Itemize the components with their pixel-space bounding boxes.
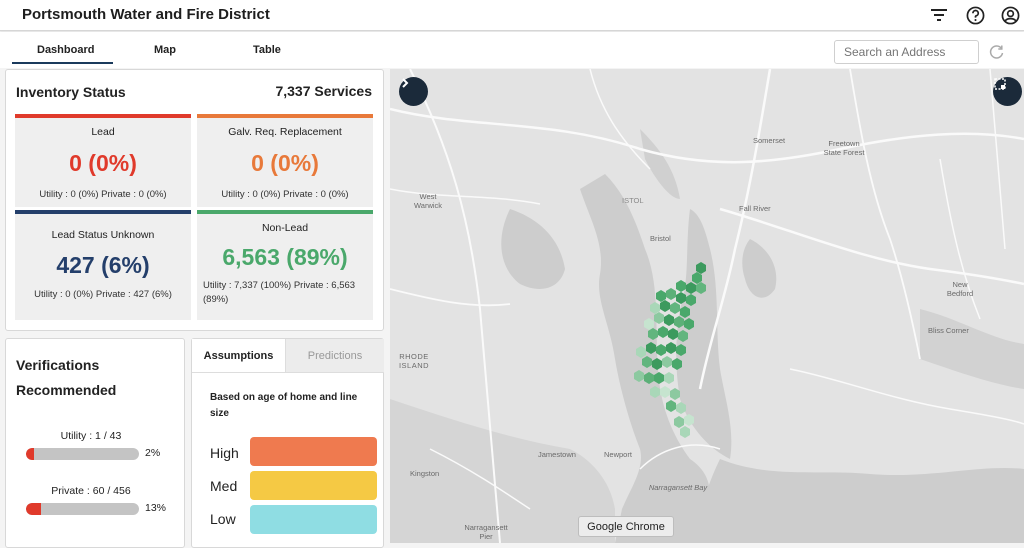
tab-assumptions[interactable]: Assumptions <box>192 339 285 372</box>
service-density-hexes <box>634 262 706 438</box>
map-label-narragansett-bay: Narragansett Bay <box>648 483 708 492</box>
progress-fill <box>26 448 34 460</box>
level-high-swatch <box>250 437 377 466</box>
map-label-newport: Newport <box>604 450 632 459</box>
total-services: 7,337 Services <box>275 83 372 99</box>
tab-divider <box>192 372 384 373</box>
app-title: Portsmouth Water and Fire District <box>22 6 270 23</box>
private-progress-bar <box>26 503 139 515</box>
card-sub: Utility : 0 (0%) Private : 0 (0%) <box>221 189 349 200</box>
verifications-panel: Verifications Recommended Utility : 1 / … <box>5 338 185 548</box>
private-progress-pct: 13% <box>145 502 167 514</box>
utility-progress-pct: 2% <box>145 447 161 459</box>
map-label-bliss-corner: Bliss Corner <box>928 326 969 335</box>
map-label-istol: ISTOL <box>622 196 644 205</box>
map-label-fall-river: Fall River <box>739 204 771 213</box>
map-label-freetown: Freetown State Forest <box>823 139 865 157</box>
non-lead-card[interactable]: Non-Lead 6,563 (89%) Utility : 7,337 (10… <box>197 210 373 320</box>
map-label-new-bedford: New Bedford <box>946 280 974 298</box>
galv-card[interactable]: Galv. Req. Replacement 0 (0%) Utility : … <box>197 114 373 207</box>
card-value: 6,563 (89%) <box>222 244 348 270</box>
card-value: 427 (6%) <box>56 252 150 278</box>
card-title: Galv. Req. Replacement <box>228 126 342 138</box>
map-label-kingston: Kingston <box>410 469 440 478</box>
map-label-west-warwick: West Warwick <box>413 192 443 210</box>
expand-panel-button[interactable] <box>399 77 428 106</box>
inventory-status-panel: Inventory Status 7,337 Services Lead 0 (… <box>5 69 384 331</box>
address-search-input[interactable] <box>834 40 979 64</box>
inventory-title: Inventory Status <box>16 84 126 100</box>
card-title: Non-Lead <box>261 222 309 234</box>
app-header: Portsmouth Water and Fire District <box>0 0 1024 31</box>
chevron-right-icon <box>402 78 409 88</box>
card-title: Lead <box>91 126 115 138</box>
map-label-somerset: Somerset <box>753 136 786 145</box>
help-icon[interactable] <box>965 5 985 25</box>
card-title: Lead Status Unknown <box>51 229 155 241</box>
tab-predictions[interactable]: Predictions <box>285 339 384 372</box>
tab-table[interactable]: Table <box>253 44 281 56</box>
map-canvas <box>390 69 1024 543</box>
card-value: 0 (0%) <box>69 150 137 176</box>
utility-progress-label: Utility : 1 / 43 <box>60 430 122 442</box>
filter-icon[interactable] <box>929 5 949 25</box>
unknown-card[interactable]: Lead Status Unknown 427 (6%) Utility : 0… <box>15 210 191 320</box>
card-sub: Utility : 7,337 (100%) Private : 6,563 (… <box>203 280 356 305</box>
verifications-title: Verifications Recommended <box>16 357 117 398</box>
level-low-label: Low <box>210 511 236 527</box>
active-tab-indicator <box>12 62 113 64</box>
tab-dashboard[interactable]: Dashboard <box>37 44 95 56</box>
card-sub: Utility : 0 (0%) Private : 427 (6%) <box>34 289 172 300</box>
map-label-jamestown: Jamestown <box>538 450 576 459</box>
private-progress-label: Private : 60 / 456 <box>51 485 131 497</box>
level-med-swatch <box>250 471 377 500</box>
level-high-label: High <box>210 445 239 461</box>
lead-card[interactable]: Lead 0 (0%) Utility : 0 (0%) Private : 0… <box>15 114 191 207</box>
account-icon[interactable] <box>1000 5 1020 25</box>
utility-progress-bar <box>26 448 139 460</box>
tab-map[interactable]: Map <box>154 44 176 56</box>
card-sub: Utility : 0 (0%) Private : 0 (0%) <box>39 189 167 200</box>
assumptions-panel: Assumptions Predictions Based on age of … <box>191 338 384 548</box>
level-low-swatch <box>250 505 377 534</box>
assumptions-description: Based on age of home and line size <box>210 392 358 419</box>
map-view[interactable]: Somerset Freetown State Forest West Warw… <box>390 69 1024 543</box>
map-label-rhode-island: RHODE ISLAND <box>398 352 430 370</box>
reset-icon[interactable] <box>988 43 1006 61</box>
map-label-bristol: Bristol <box>650 234 671 243</box>
selection-box-icon <box>994 78 1006 90</box>
card-value: 0 (0%) <box>251 150 319 176</box>
select-area-button[interactable] <box>993 77 1022 106</box>
tooltip: Google Chrome <box>578 516 674 537</box>
level-med-label: Med <box>210 478 238 494</box>
map-label-narragansett-pier: Narragansett Pier <box>464 523 508 541</box>
progress-fill <box>26 503 41 515</box>
